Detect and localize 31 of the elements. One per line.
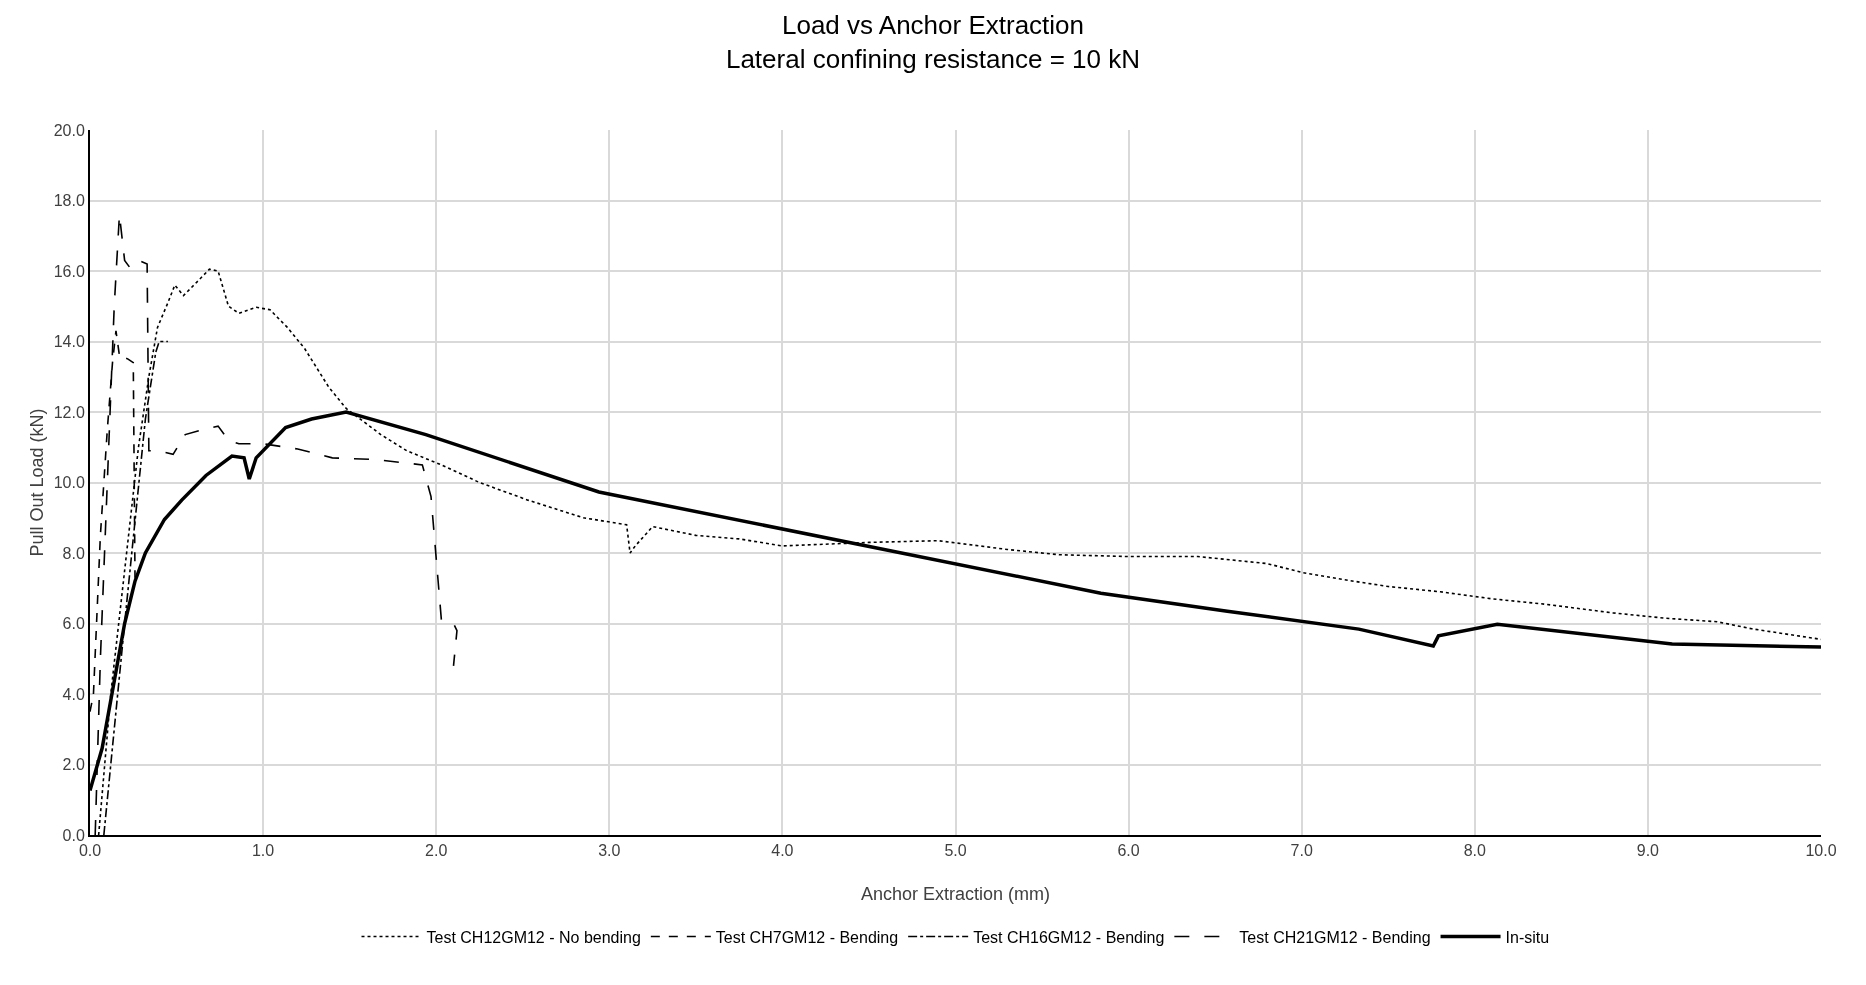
chart-title: Load vs Anchor Extraction [781, 10, 1085, 41]
x-tick-label: 3.0 [598, 842, 621, 860]
x-tick-label: 6.0 [1117, 842, 1140, 860]
x-tick-label: 10.0 [1805, 842, 1837, 860]
legend-label: Test CH21GM12 - Bending [1239, 928, 1431, 946]
y-tick-label: 2.0 [62, 756, 85, 774]
y-tick-label: 12.0 [53, 403, 85, 421]
y-tick-label: 14.0 [53, 333, 85, 351]
x-axis-title: Anchor Extraction (mm) [860, 884, 1051, 904]
x-tick-label: 8.0 [1463, 842, 1487, 860]
y-axis-title: Pull Out Load (kN) [27, 408, 47, 557]
x-tick-label: 7.0 [1290, 842, 1313, 860]
x-tick-label: 9.0 [1636, 842, 1660, 860]
x-tick-label: 2.0 [425, 842, 448, 860]
legend-label: In-situ [1505, 928, 1550, 946]
legend-label: Test CH16GM12 - Bending [973, 928, 1165, 946]
y-tick-label: 4.0 [62, 685, 85, 703]
y-tick-label: 18.0 [53, 192, 85, 210]
y-tick-label: 6.0 [62, 615, 85, 633]
x-tick-label: 4.0 [771, 842, 794, 860]
legend-label: Test CH7GM12 - Bending [715, 928, 899, 946]
x-tick-label: 1.0 [251, 842, 275, 860]
x-tick-label: 0.0 [78, 842, 102, 860]
y-tick-label: 20.0 [53, 121, 85, 139]
y-tick-label: 10.0 [53, 474, 85, 492]
chart-subtitle: Lateral confining resistance = 10 kN [725, 44, 1141, 75]
x-tick-label: 5.0 [944, 842, 967, 860]
y-tick-label: 8.0 [62, 544, 85, 562]
y-tick-label: 16.0 [53, 262, 85, 280]
legend-label: Test CH12GM12 - No bending [426, 928, 641, 946]
y-tick-label: 0.0 [62, 826, 85, 844]
